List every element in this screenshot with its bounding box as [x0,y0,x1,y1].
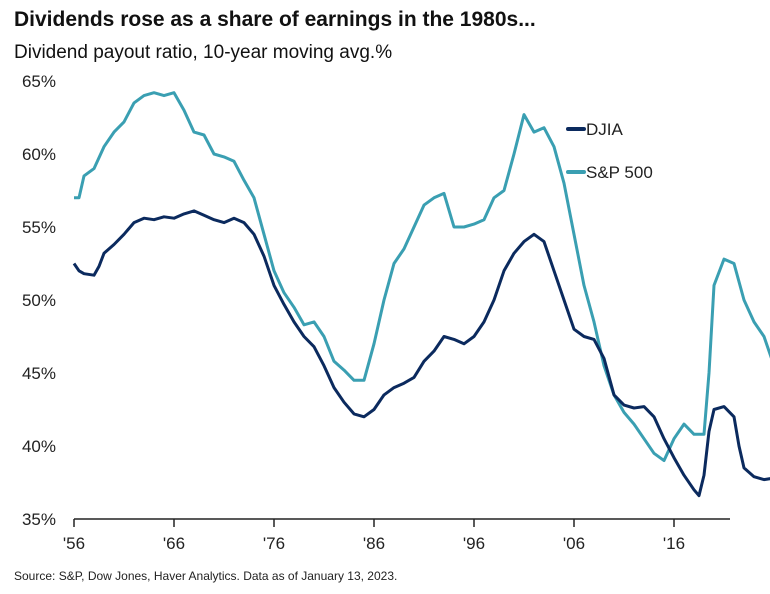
series-line-sp500 [74,91,770,463]
y-tick-label: 65% [22,72,56,91]
x-tick-label: '16 [663,534,685,553]
y-axis-tick-labels: 35% 40% 45% 50% 55% 60% 65% [22,72,56,529]
legend-label-djia: DJIA [586,120,624,139]
legend: DJIA S&P 500 [566,120,653,182]
y-tick-label: 50% [22,291,56,310]
chart-title: Dividends rose as a share of earnings in… [14,8,536,31]
x-tick-label: '56 [63,534,85,553]
legend-label-sp500: S&P 500 [586,163,653,182]
x-axis: '56 '66 '76 '86 '96 '06 '16 [63,518,730,553]
x-tick-label: '96 [463,534,485,553]
series-lines [72,91,770,498]
y-tick-label: 35% [22,510,56,529]
x-tick-label: '76 [263,534,285,553]
series-line-djia [72,209,770,498]
x-tick-label: '06 [563,534,585,553]
source-note: Source: S&P, Dow Jones, Haver Analytics.… [14,569,398,583]
y-tick-label: 60% [22,145,56,164]
y-tick-label: 55% [22,218,56,237]
y-tick-label: 45% [22,364,56,383]
x-tick-label: '86 [363,534,385,553]
chart-subtitle: Dividend payout ratio, 10-year moving av… [14,42,393,63]
x-tick-label: '66 [163,534,185,553]
y-tick-label: 40% [22,437,56,456]
